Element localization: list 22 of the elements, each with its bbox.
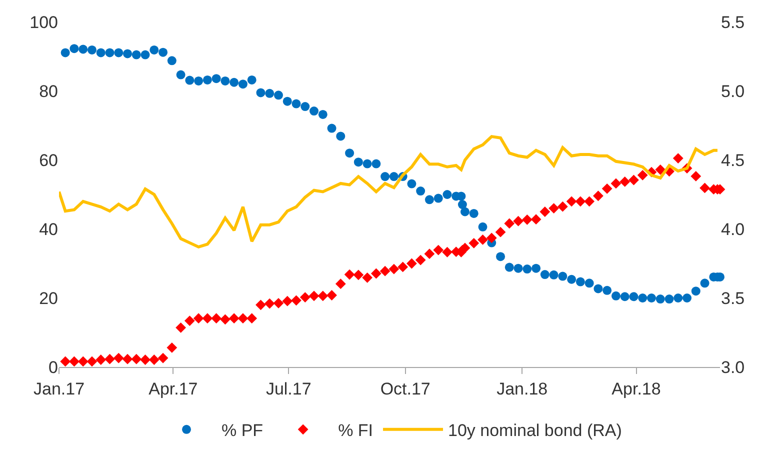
legend-label: % FI <box>338 421 374 440</box>
x-tick-label: Jul.17 <box>266 379 312 398</box>
y-tick-label: 80 <box>39 82 58 101</box>
y2-tick-label: 4.0 <box>721 220 745 239</box>
y2-tick-label: 3.5 <box>721 288 745 308</box>
x-tick-label: Oct.17 <box>380 379 430 398</box>
y-tick-label: 0 <box>48 358 58 377</box>
y-tick-label: 100 <box>30 12 58 32</box>
x-tick-label: Apr.17 <box>148 379 198 398</box>
legend-label: 10y nominal bond (RA) <box>448 421 622 440</box>
x-tick-label: Jan.17 <box>33 379 85 398</box>
y-tick-label: 20 <box>39 288 58 308</box>
x-tick-label: Jan.18 <box>496 379 548 398</box>
y-tick-label: 60 <box>39 150 58 170</box>
y2-tick-label: 5.0 <box>721 82 745 101</box>
y2-tick-label: 3.0 <box>721 358 745 377</box>
y-tick-label: 40 <box>39 220 58 239</box>
y2-tick-label: 4.5 <box>721 150 745 170</box>
legend-label: % PF <box>222 421 264 440</box>
line-series <box>59 135 719 248</box>
y2-tick-label: 5.5 <box>721 12 745 32</box>
x-tick-label: Apr.18 <box>612 379 661 398</box>
